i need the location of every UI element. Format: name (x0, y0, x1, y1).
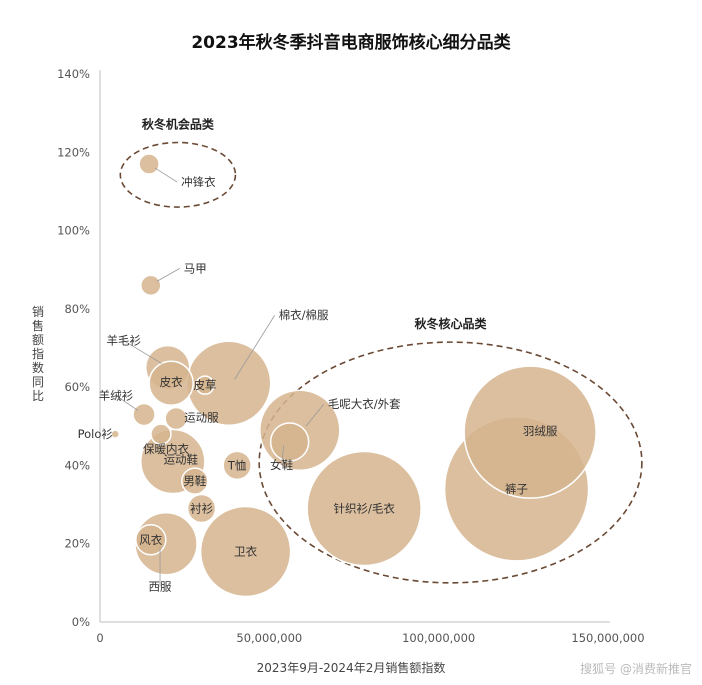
y-tick-label: 100% (57, 224, 90, 238)
bubble-label: 羊毛衫 (106, 334, 141, 348)
x-tick-label: 150,000,000 (571, 631, 644, 645)
bubble-label: 棉衣/棉服 (279, 308, 329, 322)
bubble-label: 运动鞋 (164, 453, 199, 467)
bubble-label: 冲锋衣 (181, 175, 216, 189)
y-tick-label: 40% (64, 458, 90, 472)
bubble-label: 毛呢大衣/外套 (328, 397, 401, 411)
annotation-ellipse (119, 141, 237, 208)
bubble-label: 马甲 (184, 261, 207, 275)
bubble-label: 羽绒服 (523, 424, 558, 438)
bubble-label: 皮衣 (160, 375, 183, 389)
bubble-point (269, 422, 310, 462)
bubble-label: 针织衫/毛衣 (333, 501, 395, 515)
bubble-point (132, 402, 156, 427)
bubble-point (199, 505, 292, 598)
x-tick-label: 100,000,000 (402, 631, 475, 645)
annotation-ellipse (258, 341, 643, 584)
bubble-label: 裤子 (505, 482, 528, 496)
leader-line (156, 268, 180, 282)
chart-title: 2023年秋冬季抖音电商服饰核心细分品类 (191, 33, 511, 53)
bubble-label: T恤 (227, 458, 247, 472)
bubble-label: 卫衣 (234, 545, 257, 559)
bubble-point (306, 450, 422, 567)
bubble-label: 衬衫 (190, 501, 213, 515)
leader-line (154, 167, 178, 183)
x-axis-label: 2023年9月-2024年2月销售额指数 (256, 661, 446, 675)
bubble-point (186, 493, 217, 524)
bubble-point (181, 467, 209, 495)
bubble-label: 西服 (149, 580, 172, 594)
annotation-label: 秋冬核心品类 (415, 316, 488, 331)
bubble-point (150, 423, 172, 445)
leader-line (123, 340, 162, 364)
x-tick-label: 0 (96, 631, 103, 645)
y-axis-label: 销售额指数同比 (32, 305, 45, 403)
footer-watermark: 搜狐号 @消费新推官 (580, 662, 692, 676)
bubble-label: 运动服 (184, 410, 219, 424)
bubble-point (138, 153, 160, 175)
bubble-point (463, 365, 597, 499)
bubble-point (140, 274, 162, 297)
leader-line (234, 315, 276, 380)
y-tick-label: 20% (64, 537, 90, 551)
bubble-label: 女鞋 (270, 458, 293, 472)
bubble-point (110, 429, 120, 439)
y-tick-label: 0% (72, 615, 90, 629)
leader-line (115, 395, 139, 411)
y-tick-label: 80% (64, 302, 90, 316)
bubble-point (148, 360, 194, 406)
bubble-label: 皮草 (193, 378, 216, 392)
leader-line (281, 445, 285, 465)
x-tick-label: 50,000,000 (236, 631, 302, 645)
bubble-point (135, 524, 167, 556)
bubble-point (222, 450, 252, 481)
leader-line (305, 403, 325, 427)
y-tick-label: 120% (57, 145, 90, 159)
annotation-label: 秋冬机会品类 (142, 117, 215, 132)
bubble-label: 风衣 (139, 533, 162, 547)
bubble-label: 男鞋 (183, 474, 206, 488)
bubble-point (195, 375, 215, 395)
bubble-point (164, 406, 188, 431)
bubble-label: 羊绒衫 (99, 389, 134, 403)
bubble-label: 保暖内衣 (143, 442, 189, 456)
y-tick-label: 140% (57, 67, 90, 81)
bubble-label: Polo衫 (78, 427, 113, 441)
y-tick-label: 60% (64, 380, 90, 394)
